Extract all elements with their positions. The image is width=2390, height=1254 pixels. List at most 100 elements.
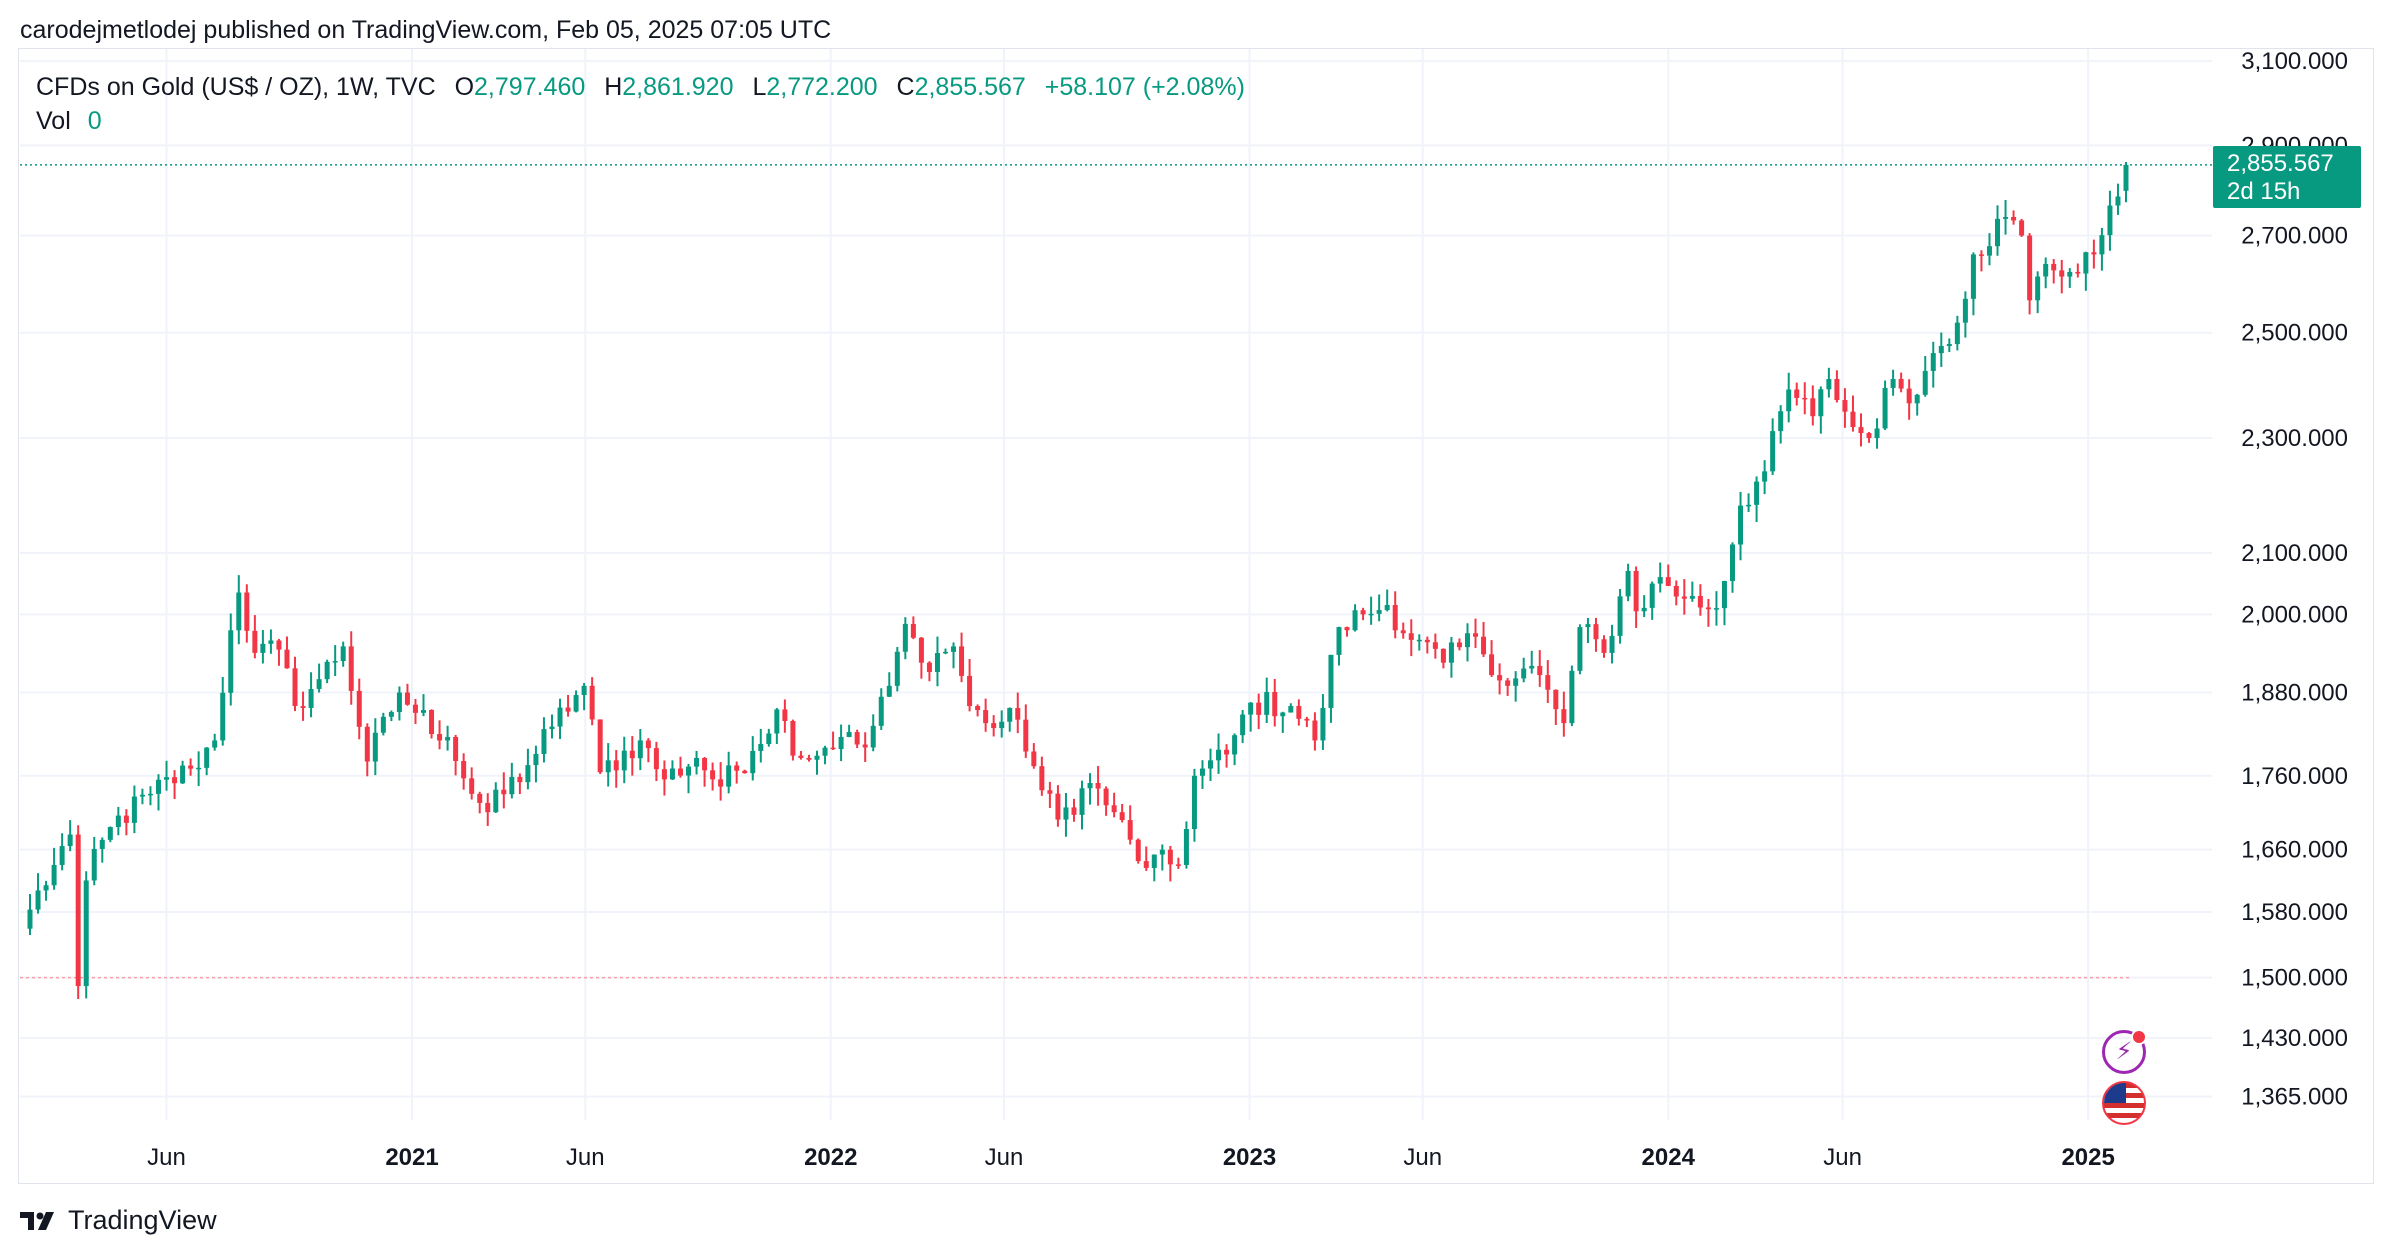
candle[interactable] [1424, 636, 1430, 654]
candle[interactable] [726, 751, 732, 794]
candle[interactable] [2075, 263, 2081, 278]
candle[interactable] [967, 659, 973, 712]
candle[interactable] [1593, 617, 1599, 652]
candle[interactable] [292, 656, 298, 712]
candle[interactable] [557, 698, 563, 740]
candle[interactable] [1513, 671, 1519, 702]
candle[interactable] [1625, 563, 1631, 602]
candle[interactable] [1529, 650, 1535, 674]
candle[interactable] [1697, 584, 1703, 616]
candle[interactable] [991, 715, 997, 737]
candle[interactable] [750, 736, 756, 781]
candle[interactable] [35, 873, 41, 914]
candle[interactable] [1481, 621, 1487, 657]
candle[interactable] [926, 661, 932, 682]
candle[interactable] [284, 636, 290, 669]
candle[interactable] [1015, 692, 1021, 734]
candle[interactable] [669, 760, 675, 780]
candle[interactable] [1995, 205, 2001, 256]
candle[interactable] [59, 833, 65, 871]
candle[interactable] [1232, 733, 1238, 766]
candle[interactable] [629, 736, 635, 776]
candle[interactable] [196, 751, 202, 787]
candle[interactable] [1224, 744, 1230, 768]
candle[interactable] [27, 894, 33, 935]
candle[interactable] [581, 682, 587, 711]
candle[interactable] [437, 720, 443, 750]
candle[interactable] [332, 645, 338, 677]
candle[interactable] [1657, 562, 1663, 593]
candle[interactable] [67, 820, 73, 852]
candle[interactable] [380, 712, 386, 736]
candle[interactable] [1545, 660, 1551, 703]
candle[interactable] [188, 758, 194, 776]
candle[interactable] [1063, 792, 1069, 837]
candle[interactable] [252, 615, 258, 659]
candle[interactable] [1874, 418, 1880, 449]
candle[interactable] [1240, 709, 1246, 744]
candle[interactable] [2107, 190, 2113, 251]
candle[interactable] [814, 750, 820, 775]
candle[interactable] [2099, 227, 2105, 271]
candle[interactable] [999, 710, 1005, 738]
lightning-icon[interactable]: ⚡ [2102, 1029, 2147, 1074]
candle[interactable] [493, 782, 499, 813]
candle[interactable] [2067, 268, 2073, 288]
candle[interactable] [1914, 393, 1920, 416]
candle[interactable] [155, 774, 161, 811]
candle[interactable] [702, 757, 708, 787]
candle[interactable] [1055, 785, 1061, 827]
candle[interactable] [918, 636, 924, 679]
candle[interactable] [1553, 689, 1559, 726]
candle[interactable] [1376, 594, 1382, 622]
candle[interactable] [541, 717, 547, 763]
candle[interactable] [621, 736, 627, 784]
candle[interactable] [1858, 413, 1864, 447]
candle[interactable] [1448, 636, 1454, 678]
candle[interactable] [139, 788, 145, 805]
candle[interactable] [1898, 372, 1904, 393]
candle[interactable] [276, 638, 282, 666]
candle[interactable] [1288, 703, 1294, 713]
candle[interactable] [661, 760, 667, 796]
candle[interactable] [1978, 250, 1984, 272]
candle[interactable] [1729, 542, 1735, 593]
candle[interactable] [1208, 748, 1214, 781]
candle[interactable] [934, 636, 940, 687]
candle[interactable] [228, 613, 234, 706]
candle[interactable] [509, 762, 515, 799]
candle[interactable] [1031, 743, 1037, 769]
candle[interactable] [1986, 233, 1992, 266]
candle[interactable] [1738, 491, 1744, 561]
candle[interactable] [1135, 838, 1141, 864]
candle[interactable] [1087, 773, 1093, 805]
candle[interactable] [1360, 607, 1366, 621]
us-flag-icon[interactable] [2102, 1081, 2146, 1125]
candle[interactable] [356, 678, 362, 740]
candle[interactable] [1071, 798, 1077, 822]
candle[interactable] [830, 731, 836, 750]
candle[interactable] [1079, 780, 1085, 830]
candle[interactable] [525, 748, 531, 790]
candle[interactable] [1754, 476, 1760, 523]
candle[interactable] [1199, 760, 1205, 789]
candle[interactable] [1609, 624, 1615, 664]
candle[interactable] [1770, 418, 1776, 475]
candle[interactable] [645, 738, 651, 763]
candle[interactable] [300, 691, 306, 721]
candle[interactable] [1818, 386, 1824, 434]
candle[interactable] [1489, 640, 1495, 677]
candle[interactable] [597, 719, 603, 775]
candle[interactable] [180, 760, 186, 785]
volume-label[interactable]: Vol [36, 107, 71, 135]
candle[interactable] [316, 663, 322, 693]
candle[interactable] [1938, 332, 1944, 367]
candle[interactable] [1159, 844, 1165, 871]
candle[interactable] [2115, 183, 2121, 215]
candle[interactable] [1713, 591, 1719, 626]
candle[interactable] [686, 763, 692, 794]
candle[interactable] [1810, 385, 1816, 426]
candle[interactable] [1216, 733, 1222, 774]
candle[interactable] [774, 707, 780, 744]
candle[interactable] [2035, 271, 2041, 314]
